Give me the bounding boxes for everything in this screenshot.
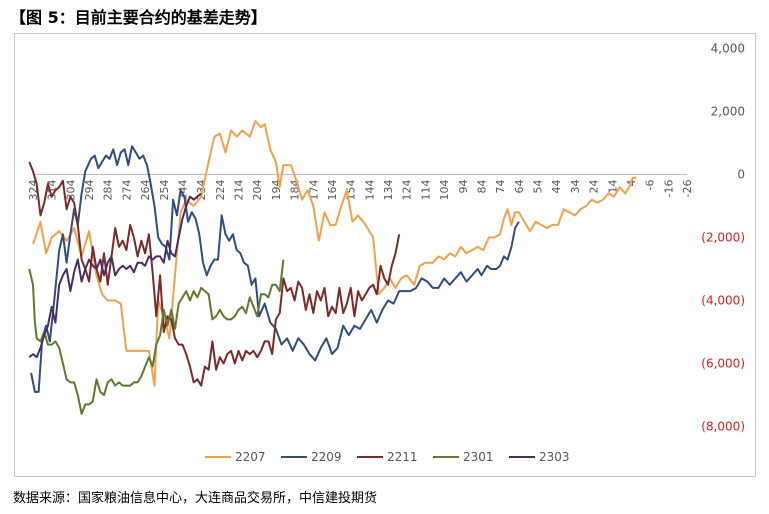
series-line-2207 — [32, 120, 637, 387]
source-note: 数据来源：国家粮油信息中心，大连商品交易所，中信建投期货 — [13, 491, 378, 506]
x-tick-label: 164 — [326, 180, 339, 201]
x-tick-label: 34 — [569, 180, 582, 194]
x-tick-label: 44 — [550, 180, 563, 194]
x-tick-label: -6 — [644, 179, 657, 190]
x-tick-label: 274 — [120, 180, 133, 201]
x-tick-label: 204 — [251, 180, 264, 201]
x-tick-label: 74 — [494, 180, 507, 194]
legend-label-2301: 2301 — [463, 450, 494, 464]
chart-frame: 324 314 304 294 284 274 264 254 244 234 224 214 204 1… — [14, 33, 756, 477]
x-tick-label: 284 — [102, 180, 115, 201]
series-line-2303 — [28, 192, 202, 359]
series-line-2301 — [28, 259, 285, 415]
x-tick-label: 104 — [438, 180, 451, 201]
x-tick-label: 244 — [176, 180, 189, 201]
x-tick-label: 94 — [457, 180, 470, 194]
x-tick-label: 64 — [513, 180, 526, 194]
legend-label-2207: 2207 — [235, 450, 266, 464]
y-tick-label: (8,000) — [701, 420, 745, 434]
y-tick-label: 0 — [737, 168, 745, 182]
x-tick-label: 294 — [83, 180, 96, 201]
legend-label-2303: 2303 — [539, 450, 570, 464]
x-tick-label: 214 — [233, 180, 246, 201]
x-tick-label: 124 — [401, 180, 414, 201]
y-tick-label: (2,000) — [701, 231, 745, 245]
x-tick-label: -26 — [681, 180, 694, 198]
x-tick-label: -16 — [662, 180, 675, 198]
figure-title: 【图 5：目前主要合约的基差走势】 — [10, 8, 267, 27]
x-tick-label: 254 — [158, 180, 171, 201]
y-tick-label: (4,000) — [701, 294, 745, 308]
x-tick-label: 24 — [588, 180, 601, 194]
x-tick-label: 144 — [363, 180, 376, 201]
series-line-2209 — [30, 145, 520, 393]
x-tick-label: 224 — [214, 180, 227, 201]
y-tick-label: (6,000) — [701, 357, 745, 371]
x-tick-label: 14 — [606, 180, 619, 194]
basis-line-chart: 324 314 304 294 284 274 264 254 244 234 224 214 204 1… — [27, 42, 745, 465]
y-tick-label: 2,000 — [711, 105, 745, 119]
x-tick-label: 264 — [139, 180, 152, 201]
x-tick-label: 114 — [419, 180, 432, 201]
y-tick-label: 4,000 — [711, 42, 745, 56]
x-tick-label: 84 — [475, 180, 488, 194]
legend-label-2211: 2211 — [387, 450, 418, 464]
x-tick-label: 304 — [64, 180, 77, 201]
legend-label-2209: 2209 — [311, 450, 342, 464]
x-tick-label: 134 — [382, 180, 395, 201]
x-tick-label: 54 — [532, 180, 545, 194]
x-tick-label: 174 — [307, 180, 320, 201]
